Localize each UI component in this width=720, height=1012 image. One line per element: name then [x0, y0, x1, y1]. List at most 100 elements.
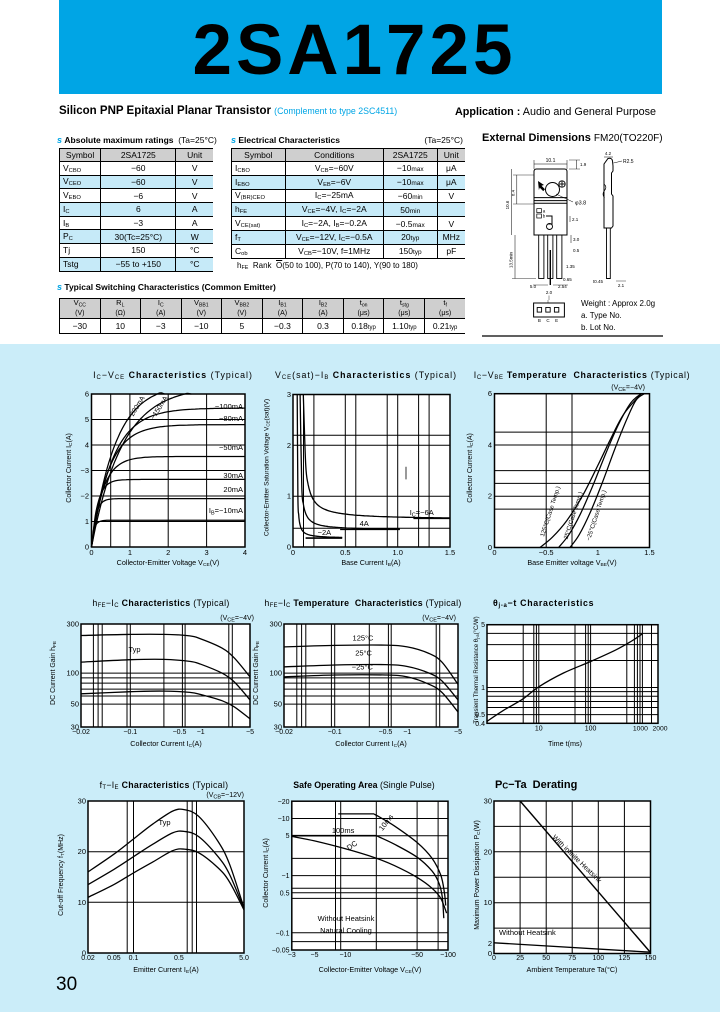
svg-text:−50mA: −50mA: [219, 443, 243, 452]
svg-text:1.0: 1.0: [392, 548, 402, 557]
svg-text:(VCE=−4V): (VCE=−4V): [220, 615, 254, 624]
svg-text:20mA: 20mA: [223, 485, 243, 494]
svg-text:−3: −3: [288, 952, 296, 959]
svg-text:1: 1: [85, 517, 89, 526]
svg-text:−2: −2: [80, 492, 89, 501]
svg-text:0: 0: [488, 543, 492, 552]
svg-text:2.0: 2.0: [546, 290, 553, 295]
svg-text:b: b: [543, 214, 546, 219]
svg-text:4: 4: [243, 548, 247, 557]
svg-text:−10: −10: [278, 816, 290, 823]
svg-text:2: 2: [166, 548, 170, 557]
svg-text:−0.05: −0.05: [272, 948, 290, 955]
svg-text:100: 100: [269, 669, 282, 678]
svg-text:3: 3: [205, 548, 209, 557]
svg-text:−0.5: −0.5: [539, 548, 554, 557]
svg-text:−0.5: −0.5: [173, 729, 187, 736]
svg-text:1: 1: [596, 548, 600, 557]
svg-text:4A: 4A: [360, 519, 369, 528]
svg-text:Typ: Typ: [128, 645, 140, 654]
svg-text:E: E: [555, 318, 558, 323]
svg-text:Without Heatsink: Without Heatsink: [318, 914, 375, 923]
svg-text:−1: −1: [197, 729, 205, 736]
svg-text:IB=−10mA: IB=−10mA: [209, 506, 243, 517]
svg-text:3: 3: [287, 390, 291, 399]
svg-text:B: B: [538, 318, 541, 323]
svg-text:10.1: 10.1: [546, 158, 556, 164]
svg-text:0.65: 0.65: [563, 277, 572, 282]
svg-text:2: 2: [287, 441, 291, 450]
svg-text:8.4: 8.4: [511, 189, 516, 196]
svg-text:−0.1: −0.1: [123, 729, 137, 736]
svg-text:5: 5: [85, 415, 89, 424]
svg-text:a: a: [543, 208, 546, 213]
svg-text:0.5: 0.5: [280, 890, 290, 897]
svg-text:50: 50: [274, 700, 282, 709]
svg-text:100: 100: [585, 726, 597, 733]
svg-text:−3: −3: [80, 466, 89, 475]
svg-text:25: 25: [516, 955, 524, 962]
svg-text:0: 0: [492, 955, 496, 962]
svg-text:1.5: 1.5: [445, 548, 455, 557]
svg-text:−1: −1: [282, 873, 290, 880]
svg-text:30: 30: [78, 797, 86, 806]
svg-text:−5: −5: [246, 729, 254, 736]
svg-text:0: 0: [488, 949, 492, 958]
svg-text:−25°C: −25°C: [352, 663, 374, 672]
svg-text:0.05: 0.05: [107, 955, 121, 962]
svg-text:50: 50: [542, 955, 550, 962]
svg-text:1: 1: [128, 548, 132, 557]
svg-text:50: 50: [71, 700, 79, 709]
svg-text:0: 0: [89, 548, 93, 557]
svg-text:300: 300: [269, 620, 282, 629]
svg-text:0.1: 0.1: [129, 955, 139, 962]
svg-text:(VCE=−4V): (VCE=−4V): [611, 385, 645, 394]
svg-text:−100: −100: [440, 952, 456, 959]
svg-text:−2A: −2A: [318, 528, 332, 537]
svg-text:R2.5: R2.5: [623, 159, 634, 165]
svg-text:125: 125: [619, 955, 631, 962]
svg-text:Typ: Typ: [158, 818, 170, 827]
svg-text:4: 4: [85, 441, 89, 450]
svg-text:0.5: 0.5: [340, 548, 350, 557]
svg-text:−0.1: −0.1: [328, 729, 342, 736]
svg-text:IC=−6A: IC=−6A: [410, 508, 434, 519]
svg-text:13.5min: 13.5min: [509, 252, 514, 269]
svg-text:30: 30: [484, 797, 492, 806]
svg-text:2.1: 2.1: [618, 283, 625, 288]
svg-text:0: 0: [492, 548, 496, 557]
svg-text:1.35: 1.35: [566, 264, 575, 269]
svg-text:2: 2: [488, 939, 492, 948]
svg-text:300: 300: [66, 620, 79, 629]
svg-text:30: 30: [274, 723, 282, 732]
svg-text:1: 1: [287, 492, 291, 501]
svg-text:1: 1: [481, 685, 485, 692]
svg-text:Without Heatsink: Without Heatsink: [499, 928, 556, 937]
svg-text:4: 4: [488, 441, 492, 450]
svg-text:150: 150: [645, 955, 657, 962]
svg-text:2.1: 2.1: [572, 217, 579, 222]
svg-text:0.5: 0.5: [573, 248, 580, 253]
svg-text:−80mA: −80mA: [219, 414, 243, 423]
svg-text:φ3.8: φ3.8: [575, 201, 586, 207]
svg-text:30: 30: [71, 723, 79, 732]
svg-text:5.0: 5.0: [530, 284, 537, 289]
svg-text:1000: 1000: [633, 726, 648, 733]
svg-text:(VCE=−4V): (VCE=−4V): [422, 615, 456, 624]
svg-text:1.9: 1.9: [580, 162, 587, 167]
svg-text:0.5: 0.5: [174, 955, 184, 962]
svg-text:−50: −50: [411, 952, 423, 959]
svg-text:0.5: 0.5: [475, 712, 485, 719]
svg-text:2.54: 2.54: [558, 284, 567, 289]
svg-text:10.6: 10.6: [505, 200, 510, 209]
svg-text:C: C: [546, 318, 550, 323]
svg-text:−10: −10: [339, 952, 351, 959]
svg-text:75: 75: [568, 955, 576, 962]
svg-text:20: 20: [78, 847, 86, 856]
svg-text:t0.45: t0.45: [593, 279, 604, 284]
svg-text:2: 2: [488, 492, 492, 501]
svg-text:3.0: 3.0: [573, 237, 580, 242]
svg-text:6: 6: [85, 390, 89, 399]
svg-text:2000: 2000: [652, 726, 667, 733]
svg-text:−0.02: −0.02: [275, 729, 293, 736]
